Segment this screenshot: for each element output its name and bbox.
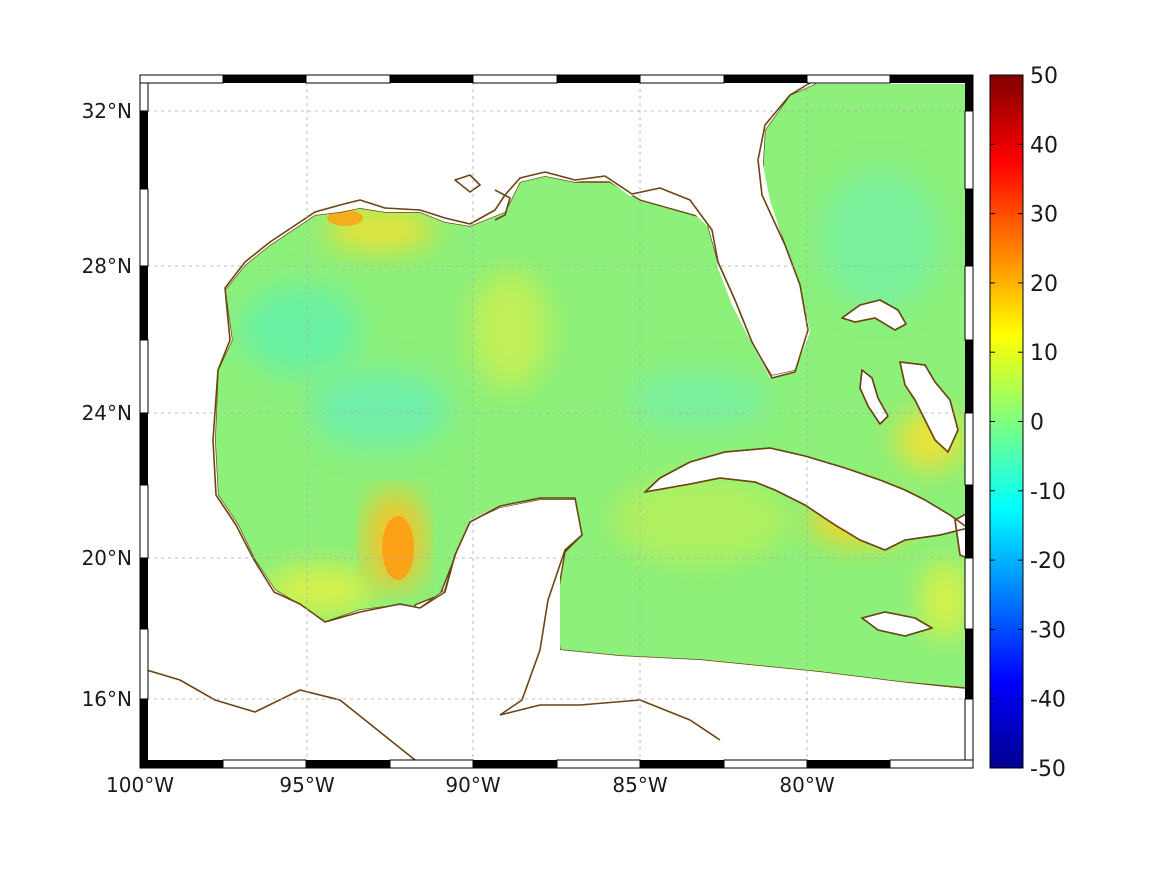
frame-left-4 [140, 266, 148, 340]
colorbar-tick-label: 50 [1030, 64, 1058, 89]
frame-top-6 [557, 75, 640, 83]
frame-top-9 [806, 74, 891, 84]
frame-right-1 [965, 83, 973, 111]
colorbar-tick-label: -40 [1030, 688, 1066, 713]
colorbar-ticks: 50 40 30 20 10 0 -10 -20 -30 -40 -50 [990, 64, 1066, 782]
campeche-max-core [382, 516, 414, 580]
frame-left-6 [140, 413, 148, 485]
lon-tick-label: 80°W [779, 773, 834, 797]
frame-top-8 [724, 75, 807, 83]
gulf-coastline [212, 79, 816, 716]
frame-bottom-4 [389, 759, 474, 769]
land-mask-south [140, 500, 973, 768]
frame-top-10 [890, 75, 973, 83]
texas-warm-core [327, 210, 363, 226]
colorbar-tick-label: -50 [1030, 757, 1066, 782]
frame-bottom-8 [723, 759, 808, 769]
colorbar-tick-label: 10 [1030, 341, 1058, 366]
colorbar-tick-label: -20 [1030, 549, 1066, 574]
lat-tick-labels: 32°N 28°N 24°N 20°N 16°N [82, 99, 132, 711]
andros-coast [859, 369, 889, 425]
colorbar-tick-label: 40 [1030, 133, 1058, 158]
frame-right-2 [964, 110, 974, 190]
eleuthera-coast [899, 361, 959, 453]
frame-right-9 [965, 629, 973, 699]
colorbar-tick-label: -10 [1030, 480, 1066, 505]
lat-tick-label: 32°N [82, 99, 132, 123]
colorbar-tick-label: 20 [1030, 272, 1058, 297]
frame-left-10 [140, 699, 148, 760]
frame-bottom-1 [140, 760, 223, 768]
frame-left-9 [139, 628, 149, 700]
lat-tick-label: 24°N [82, 401, 132, 425]
graticule [140, 75, 973, 768]
warm-patch-jamaica [920, 560, 970, 640]
lat-tick-label: 28°N [82, 254, 132, 278]
lon-tick-label: 85°W [612, 773, 667, 797]
frame-right-3 [965, 189, 973, 266]
colorbar: 50 40 30 20 10 0 -10 -20 -30 -40 -50 [989, 64, 1066, 782]
frame-left-1 [139, 82, 149, 112]
colorbar-tick-label: 0 [1030, 411, 1044, 436]
lon-tick-label: 100°W [106, 773, 174, 797]
frame-bottom-3 [306, 760, 390, 768]
frame-right-4 [964, 265, 974, 341]
coastline-strokes [140, 79, 973, 768]
jamaica-coast [861, 611, 933, 637]
lon-tick-label: 95°W [279, 773, 334, 797]
mobile-bay [494, 189, 511, 221]
map-frame [139, 74, 974, 769]
cool-patch-atlantic [820, 170, 940, 310]
frame-right-5 [965, 340, 973, 413]
pacific-coast [140, 667, 426, 768]
cool-patch-straits [630, 370, 770, 430]
frame-top-3 [305, 74, 391, 84]
lat-tick-label: 16°N [82, 687, 132, 711]
warm-patch-central [470, 270, 550, 390]
colorbar-gradient [989, 74, 1024, 769]
frame-bottom-2 [222, 759, 307, 769]
grand-bahama-coast [841, 299, 907, 331]
honduras-coast [499, 699, 721, 741]
lon-tick-label: 90°W [445, 773, 500, 797]
cool-patch-central [310, 370, 450, 450]
frame-top-7 [639, 74, 725, 84]
lon-tick-labels: 100°W 95°W 90°W 85°W 80°W [106, 773, 835, 797]
land-mask-florida [705, 150, 808, 375]
heatmap-field [215, 84, 970, 688]
frame-bottom-6 [556, 759, 641, 769]
frame-right-6 [964, 412, 974, 486]
frame-bottom-10 [889, 759, 974, 769]
colorbar-tick-label: 30 [1030, 203, 1058, 228]
frame-bottom-7 [640, 760, 724, 768]
frame-top-1 [139, 74, 224, 84]
colorbar-tick-label: -30 [1030, 618, 1066, 643]
frame-top-5 [472, 74, 558, 84]
frame-top-4 [390, 75, 473, 83]
frame-bottom-9 [807, 760, 890, 768]
frame-top-2 [223, 75, 306, 83]
frame-left-5 [139, 339, 149, 414]
cool-patch-west [240, 285, 360, 375]
warm-patch-caribbean [610, 475, 790, 565]
lat-tick-label: 20°N [82, 546, 132, 570]
lake-pontchartrain [454, 174, 481, 193]
frame-left-3 [139, 188, 149, 267]
frame-left-2 [140, 111, 148, 189]
frame-left-7 [139, 484, 149, 559]
frame-right-7 [965, 485, 973, 558]
frame-bottom-5 [473, 760, 557, 768]
frame-right-10 [964, 698, 974, 761]
frame-left-8 [140, 558, 148, 629]
frame-right-8 [964, 557, 974, 630]
